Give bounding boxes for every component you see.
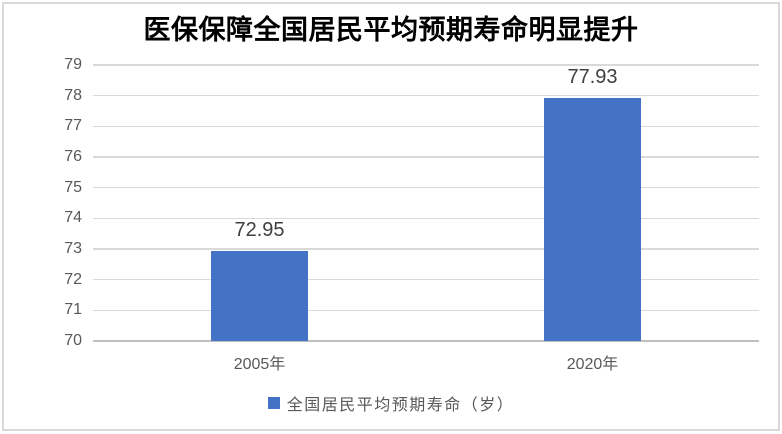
y-axis-tick-label: 78 (64, 86, 82, 104)
plot-area: 70 71 72 73 74 75 76 77 78 79 72.95 2005年 77.93 2020年 (64, 57, 759, 373)
y-axis-tick-label: 77 (64, 117, 82, 135)
legend-marker-square (267, 397, 280, 409)
legend: 全国居民平均预期寿命（岁） (0, 391, 782, 415)
y-axis-tick-label: 71 (64, 301, 82, 319)
x-axis-tick-label: 2020年 (566, 356, 619, 373)
gridline (93, 64, 759, 66)
chart-title: 医保保障全国居民平均预期寿命明显提升 (143, 15, 639, 45)
y-axis-tick-label: 76 (64, 148, 82, 165)
y-axis-tick-label: 70 (64, 332, 82, 349)
x-axis-tick-label: 2005年 (233, 356, 286, 373)
gridline (93, 156, 759, 158)
gridline (93, 278, 759, 281)
gridline (93, 125, 759, 128)
y-axis-tick-label: 74 (64, 209, 82, 227)
bar-value-label: 77.93 (567, 65, 618, 88)
gridline (93, 248, 759, 250)
y-axis-tick-label: 79 (64, 56, 82, 73)
y-axis-tick-label: 75 (64, 178, 82, 196)
bar-2005年 (211, 250, 308, 341)
bar-value-label: 72.95 (234, 218, 285, 241)
bar-2020年 (544, 97, 641, 341)
gridline (93, 217, 759, 220)
y-axis-tick-label: 72 (64, 270, 82, 288)
x-axis-line (93, 340, 759, 342)
legend-label: 全国居民平均预期寿命（岁） (286, 397, 515, 414)
y-axis-tick-label: 73 (64, 240, 82, 257)
gridline (93, 186, 759, 189)
gridline (93, 94, 759, 97)
gridline (93, 309, 759, 312)
